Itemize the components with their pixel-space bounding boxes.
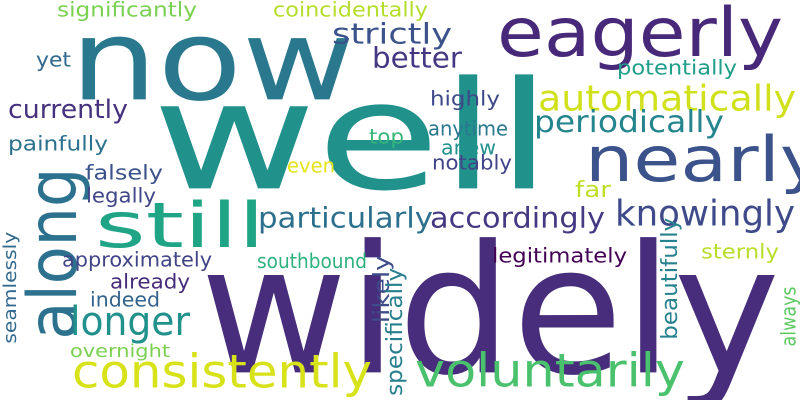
word-sternly: sternly (701, 239, 779, 264)
word-top: top (369, 124, 405, 149)
word-nearly: nearly (585, 124, 800, 197)
word-longer: longer (70, 298, 190, 346)
word-yet: yet (36, 47, 72, 72)
word-approximately: approximately (62, 247, 213, 272)
word-indeed: indeed (90, 287, 160, 312)
word-notably: notably (432, 150, 513, 175)
word-coincidentally: coincidentally (273, 0, 428, 22)
word-even: even (287, 153, 335, 178)
word-beautifully: beautifully (657, 217, 684, 341)
word-particularly: particularly (258, 201, 434, 235)
word-voluntarily: voluntarily (415, 344, 685, 399)
word-better: better (372, 41, 462, 75)
word-accordingly: accordingly (430, 201, 606, 235)
word-specifically: specifically (382, 267, 409, 397)
word-anew: anew (441, 135, 497, 160)
word-far: far (575, 177, 612, 204)
word-falsely: falsely (85, 160, 163, 185)
word-overnight: overnight (70, 341, 171, 363)
word-potentially: potentially (617, 55, 737, 80)
word-currently: currently (8, 95, 128, 126)
word-southbound: southbound (257, 249, 367, 274)
word-painfully: painfully (8, 131, 109, 156)
word-consistently: consistently (72, 345, 373, 400)
word-highly: highly (430, 86, 501, 111)
word-automatically: automatically (538, 76, 797, 120)
word-seamlessly: seamlessly (0, 231, 22, 344)
word-now: now (70, 0, 356, 127)
word-legally: legally (86, 183, 157, 208)
word-already: already (110, 269, 191, 294)
word-anytime: anytime (428, 116, 508, 141)
word-significantly: significantly (57, 0, 197, 22)
word-well: well (152, 49, 552, 224)
word-periodically: periodically (534, 105, 725, 141)
word-still: still (95, 189, 266, 262)
word-strictly: strictly (332, 17, 453, 51)
word-widely: widely (200, 207, 781, 400)
word-legitimately: legitimately (492, 243, 628, 268)
word-eagerly: eagerly (497, 0, 784, 73)
word-always: always (776, 285, 800, 346)
word-knowingly: knowingly (615, 191, 796, 235)
